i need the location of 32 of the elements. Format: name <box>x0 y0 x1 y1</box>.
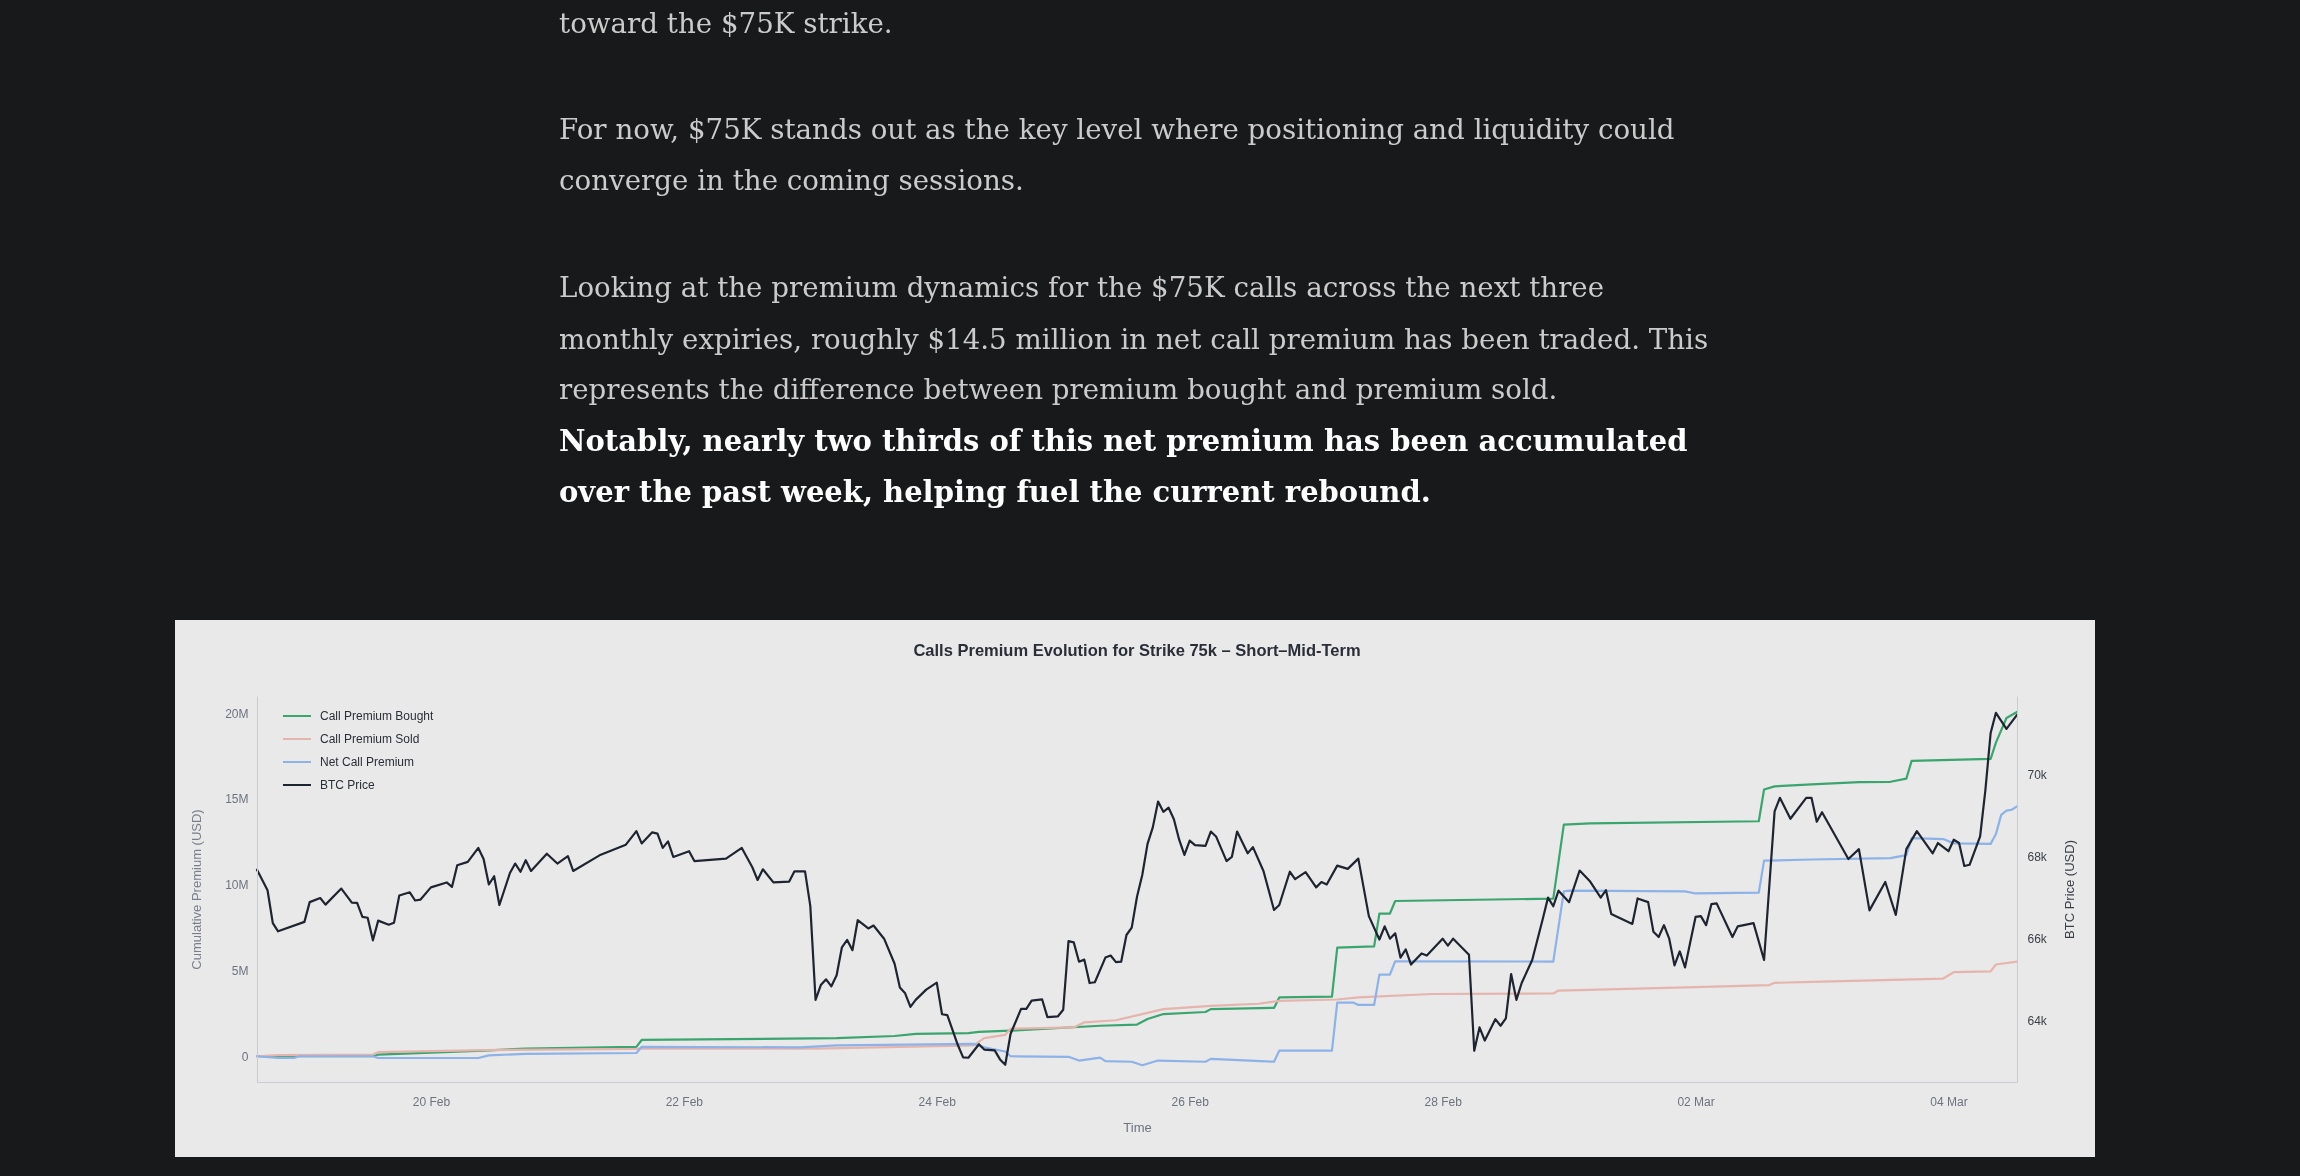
text: For now, $75K stands out as the key level where positioning and liquidity could <box>559 113 1675 146</box>
x-tick-label: 26 Feb <box>1171 1094 1210 1109</box>
y-tick-label: 5M <box>231 963 249 978</box>
text: toward the $75K strike. <box>559 7 893 40</box>
text: Looking at the premium dynamics for the $75K calls across the next three <box>559 271 1605 304</box>
x-tick-label: 04 Mar <box>1930 1094 1968 1109</box>
y2-tick-label: 70k <box>2027 767 2048 782</box>
y2-tick-label: 66k <box>2027 931 2048 946</box>
text: over the past week, helping fuel the current rebound. <box>559 475 1431 509</box>
x-tick-label: 02 Mar <box>1677 1094 1715 1109</box>
text: represents the difference between premium bought and premium sold. <box>559 373 1558 406</box>
y-axis-title: Cumulative Premium (USD) <box>189 809 205 970</box>
y-tick-label: 0 <box>241 1049 249 1064</box>
text: monthly expiries, roughly $14.5 million in net call premium has been traded. This <box>559 323 1709 356</box>
legend-label: BTC Price <box>320 778 375 792</box>
x-tick-label: 24 Feb <box>918 1094 957 1109</box>
y-tick-label: 15M <box>225 792 249 807</box>
x-tick-label: 20 Feb <box>412 1094 451 1109</box>
chart-title: Calls Premium Evolution for Strike 75k – Short–Mid-Term <box>913 641 1361 659</box>
y-tick-label: 10M <box>225 878 249 893</box>
y2-axis-title: BTC Price (USD) <box>2061 840 2077 939</box>
legend-label: Call Premium Sold <box>320 732 420 746</box>
x-tick-label: 22 Feb <box>665 1094 704 1109</box>
y-tick-label: 20M <box>225 706 249 721</box>
y2-tick-label: 68k <box>2027 849 2048 864</box>
x-tick-label: 28 Feb <box>1424 1094 1463 1109</box>
y2-tick-label: 64k <box>2027 1013 2048 1028</box>
text: Notably, nearly two thirds of this net premium has been accumulated <box>559 424 1688 458</box>
legend-label: Net Call Premium <box>320 755 415 769</box>
text: converge in the coming sessions. <box>559 164 1024 197</box>
x-axis-title: Time <box>1123 1119 1152 1135</box>
legend-label: Call Premium Bought <box>320 709 435 723</box>
